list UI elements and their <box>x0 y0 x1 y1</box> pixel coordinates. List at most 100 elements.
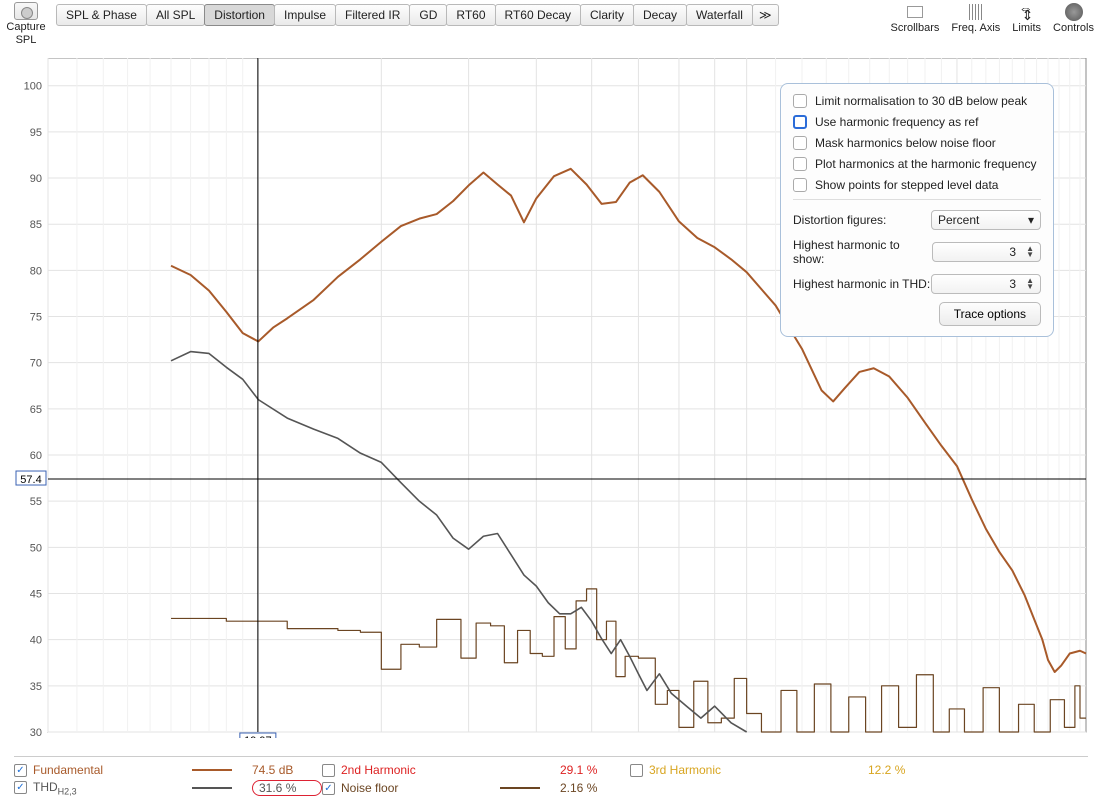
scrollbars-label: Scrollbars <box>890 22 939 34</box>
svg-text:50: 50 <box>530 737 542 738</box>
svg-text:50: 50 <box>30 542 42 554</box>
tab-filtered-ir[interactable]: Filtered IR <box>335 4 410 26</box>
legend-item-2nd-harmonic[interactable]: 2nd Harmonic <box>322 763 492 777</box>
svg-text:90: 90 <box>30 173 42 185</box>
distortion-figures-row: Distortion figures: Percent ▾ <box>793 210 1041 230</box>
legend-label: 2nd Harmonic <box>341 763 416 777</box>
svg-text:30: 30 <box>375 737 387 738</box>
legend-label: THDH2,3 <box>33 780 77 796</box>
option-label: Mask harmonics below noise floor <box>815 136 996 150</box>
svg-text:35: 35 <box>30 681 42 693</box>
checkbox[interactable] <box>793 136 807 150</box>
svg-text:75: 75 <box>30 312 42 324</box>
scrollbars-button[interactable]: Scrollbars <box>890 2 939 34</box>
highest-show-spinner[interactable]: 3 ▲▼ <box>932 242 1041 262</box>
svg-text:110: 110 <box>767 737 785 738</box>
svg-text:90: 90 <box>709 737 721 738</box>
highest-thd-label: Highest harmonic in THD: <box>793 277 930 291</box>
option-check-row: Show points for stepped level data <box>793 178 1041 192</box>
legend-checkbox[interactable] <box>630 764 643 777</box>
svg-text:45: 45 <box>30 589 42 601</box>
legend-checkbox[interactable]: ✓ <box>322 782 335 795</box>
freq-axis-label: Freq. Axis <box>951 22 1000 34</box>
checkbox[interactable] <box>793 178 807 192</box>
svg-text:70: 70 <box>30 358 42 370</box>
tabs-more-button[interactable]: ≫ <box>752 4 779 26</box>
highest-show-label: Highest harmonic to show: <box>793 238 932 266</box>
svg-text:60: 60 <box>586 737 598 738</box>
tab-spl-phase[interactable]: SPL & Phase <box>56 4 147 26</box>
option-label: Use harmonic frequency as ref <box>815 115 978 129</box>
option-label: Plot harmonics at the harmonic frequency <box>815 157 1036 171</box>
svg-text:240: 240 <box>1003 737 1021 738</box>
checkbox[interactable] <box>793 157 807 171</box>
highest-thd-spinner[interactable]: 3 ▲▼ <box>931 274 1041 294</box>
tab-rt60[interactable]: RT60 <box>446 4 495 26</box>
tab-clarity[interactable]: Clarity <box>580 4 634 26</box>
checkbox[interactable] <box>793 115 807 129</box>
checkbox[interactable] <box>793 94 807 108</box>
highest-show-row: Highest harmonic to show: 3 ▲▼ <box>793 238 1041 266</box>
freq-axis-icon <box>962 2 990 22</box>
distortion-figures-label: Distortion figures: <box>793 213 886 227</box>
controls-icon <box>1060 2 1088 22</box>
legend-item-noise-floor[interactable]: ✓ Noise floor <box>322 781 492 795</box>
option-label: Show points for stepped level data <box>815 178 998 192</box>
svg-text:70: 70 <box>632 737 644 738</box>
freq-axis-button[interactable]: Freq. Axis <box>951 2 1000 34</box>
svg-text:57.4: 57.4 <box>20 474 41 486</box>
legend-item-3rd-harmonic[interactable]: 3rd Harmonic <box>630 763 800 777</box>
capture-label-1: Capture <box>6 21 45 33</box>
tab-all-spl[interactable]: All SPL <box>146 4 205 26</box>
controls-button[interactable]: Controls <box>1053 2 1094 34</box>
legend-checkbox[interactable]: ✓ <box>14 781 27 794</box>
svg-text:80: 80 <box>30 265 42 277</box>
svg-text:270: 270 <box>1039 737 1057 738</box>
svg-text:140: 140 <box>840 737 858 738</box>
svg-text:120: 120 <box>793 737 811 738</box>
svg-text:65: 65 <box>30 404 42 416</box>
highest-thd-row: Highest harmonic in THD: 3 ▲▼ <box>793 274 1041 294</box>
tab-decay[interactable]: Decay <box>633 4 687 26</box>
chevron-down-icon: ▾ <box>1028 213 1034 227</box>
controls-label: Controls <box>1053 22 1094 34</box>
tab-distortion[interactable]: Distortion <box>204 4 275 26</box>
legend-label: Noise floor <box>341 781 398 795</box>
legend-checkbox[interactable] <box>322 764 335 777</box>
option-check-row: Plot harmonics at the harmonic frequency <box>793 157 1041 171</box>
capture-spl-button[interactable]: Capture SPL <box>4 2 48 46</box>
distortion-figures-value: Percent <box>938 213 979 227</box>
tab-waterfall[interactable]: Waterfall <box>686 4 753 26</box>
option-label: Limit normalisation to 30 dB below peak <box>815 94 1027 108</box>
legend-swatch <box>192 787 232 789</box>
limits-button[interactable]: Limits <box>1012 2 1041 34</box>
svg-text:40: 40 <box>30 635 42 647</box>
scrollbars-icon <box>901 2 929 22</box>
option-check-row: Mask harmonics below noise floor <box>793 136 1041 150</box>
tab-impulse[interactable]: Impulse <box>274 4 336 26</box>
legend-swatch <box>500 769 540 771</box>
tab-gd[interactable]: GD <box>409 4 447 26</box>
trace-options-button[interactable]: Trace options <box>939 302 1041 326</box>
legend-swatch <box>808 769 848 771</box>
legend-swatch <box>500 787 540 789</box>
legend-value: 12.2 % <box>868 763 938 777</box>
legend-value: 29.1 % <box>560 763 630 777</box>
svg-text:95: 95 <box>30 127 42 139</box>
svg-text:200: 200 <box>948 737 966 738</box>
legend-item-thd[interactable]: ✓ THDH2,3 <box>14 780 184 796</box>
svg-text:306Hz: 306Hz <box>1070 737 1090 738</box>
legend-checkbox[interactable]: ✓ <box>14 764 27 777</box>
tab-rt60-decay[interactable]: RT60 Decay <box>495 4 581 26</box>
svg-text:100: 100 <box>24 81 42 93</box>
legend: ✓ Fundamental 74.5 dB 2nd Harmonic 29.1 %3rd… <box>14 756 1088 797</box>
svg-text:10: 10 <box>42 737 54 738</box>
distortion-figures-select[interactable]: Percent ▾ <box>931 210 1041 230</box>
legend-value: 74.5 dB <box>252 763 322 777</box>
legend-item-fundamental[interactable]: ✓ Fundamental <box>14 763 184 777</box>
legend-label: Fundamental <box>33 763 103 777</box>
right-tool-group: Scrollbars Freq. Axis Limits Controls <box>890 2 1094 34</box>
options-panel: Limit normalisation to 30 dB below peak U… <box>780 83 1054 337</box>
option-check-row: Limit normalisation to 30 dB below peak <box>793 94 1041 108</box>
legend-swatch <box>192 769 232 771</box>
